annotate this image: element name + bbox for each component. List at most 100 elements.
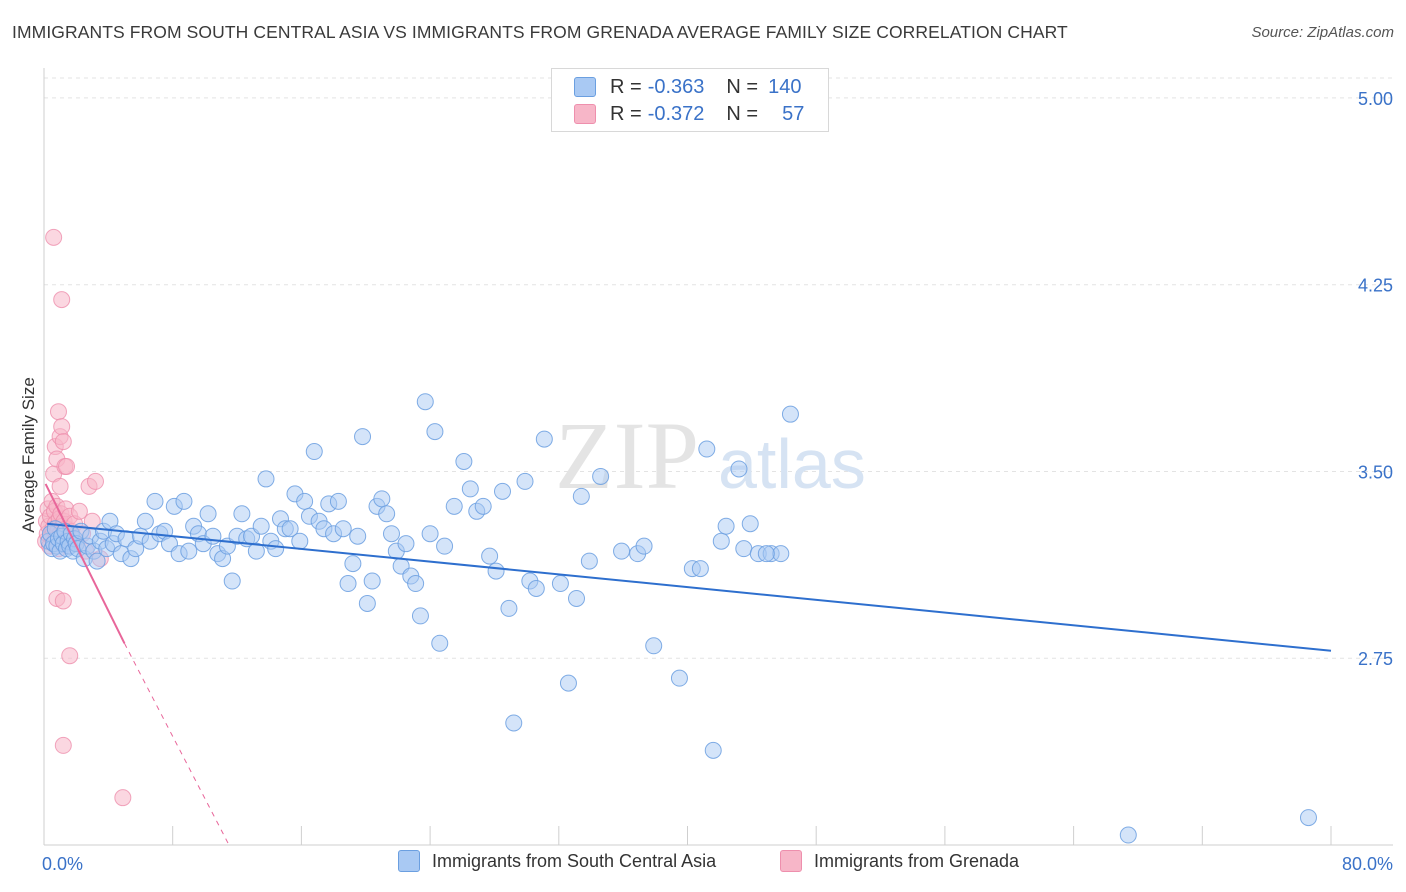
south-central-asia-point: [757, 545, 775, 563]
south-central-asia-point: [592, 467, 610, 485]
south-central-asia-point: [358, 594, 376, 612]
legend-n-label: N =: [726, 102, 759, 125]
grenada-point: [86, 472, 104, 490]
south-central-asia-point: [146, 492, 164, 510]
grenada-point: [45, 228, 63, 246]
south-central-asia-point: [407, 575, 425, 593]
south-central-asia-trend-line: [47, 522, 1332, 652]
y-tick-label: 5.00: [1358, 89, 1393, 109]
south-central-asia-point: [516, 472, 534, 490]
south-central-asia-point: [204, 527, 222, 545]
south-central-asia-point: [691, 560, 709, 578]
south-central-asia-point: [296, 492, 314, 510]
south-central-asia-point: [334, 520, 352, 538]
grid-lines: [44, 77, 1393, 659]
south-central-asia-point: [180, 542, 198, 560]
chart-title: IMMIGRANTS FROM SOUTH CENTRAL ASIA VS IM…: [12, 22, 1068, 42]
legend-item-south-central-asia[interactable]: Immigrants from South Central Asia: [398, 850, 716, 872]
south-central-asia-point: [551, 575, 569, 593]
grenada-point: [54, 433, 72, 451]
south-central-asia-point: [373, 490, 391, 508]
south-central-asia-point: [645, 637, 663, 655]
south-central-asia-point: [88, 552, 106, 570]
south-central-asia-point: [397, 535, 415, 553]
south-central-asia-point: [445, 497, 463, 515]
south-central-asia-point: [436, 537, 454, 555]
south-central-asia-point: [382, 525, 400, 543]
south-central-asia-point: [257, 470, 275, 488]
x-tick-label-min: 0.0%: [42, 854, 83, 874]
south-central-asia-point: [698, 440, 716, 458]
south-central-asia-point: [1299, 809, 1317, 827]
south-central-asia-point: [349, 527, 367, 545]
correlation-legend: R = -0.363 N = 140 R = -0.372 N = 57: [551, 68, 829, 132]
south-central-asia-point: [281, 520, 299, 538]
south-central-asia-point: [559, 674, 577, 692]
south-central-asia-point: [670, 669, 688, 687]
south-central-asia-point: [505, 714, 523, 732]
south-central-asia-point: [481, 547, 499, 565]
south-central-asia-point: [175, 492, 193, 510]
south-central-asia-point: [493, 482, 511, 500]
y-tick-labels: 2.75 3.50 4.25 5.00: [1358, 89, 1393, 669]
south-central-asia-point: [772, 545, 790, 563]
south-central-asia-point: [199, 505, 217, 523]
south-central-asia-point: [730, 460, 748, 478]
legend-r-value: -0.372: [647, 102, 705, 125]
south-central-asia-point: [461, 480, 479, 498]
south-central-asia-point: [378, 505, 396, 523]
south-central-asia-point: [781, 405, 799, 423]
trend-lines: [44, 483, 1332, 846]
series-legend: Immigrants from South Central Asia Immig…: [0, 850, 1406, 878]
south-central-asia-point: [455, 453, 473, 470]
south-central-asia-point: [329, 492, 347, 510]
legend-swatch-pink: [780, 850, 802, 872]
south-central-asia-point: [267, 540, 285, 558]
y-tick-label: 3.50: [1358, 462, 1393, 482]
legend-swatch-blue: [574, 77, 596, 97]
grenada-point: [54, 736, 72, 754]
x-tick-label-max: 80.0%: [1342, 854, 1393, 874]
south-central-asia-point: [500, 599, 518, 617]
south-central-asia-point: [704, 741, 722, 759]
grenada-point: [51, 477, 69, 495]
legend-row-grenada: R = -0.372 N = 57: [574, 101, 804, 127]
axes: [43, 68, 1393, 846]
south-central-asia-point: [339, 575, 357, 593]
y-tick-label: 4.25: [1358, 276, 1393, 296]
south-central-asia-point: [487, 562, 505, 580]
grenada-trend-extension: [123, 643, 230, 846]
south-central-asia-point: [291, 532, 309, 550]
south-central-asia-point: [411, 607, 429, 625]
south-central-asia-point: [567, 589, 585, 607]
grenada-point: [58, 457, 76, 475]
south-central-asia-point: [741, 515, 759, 533]
legend-row-south-central-asia: R = -0.363 N = 140: [574, 74, 801, 100]
grenada-trend-line: [44, 483, 126, 644]
source-label: Source: ZipAtlas.com: [1251, 24, 1394, 41]
south-central-asia-point: [354, 428, 372, 446]
south-central-asia-point: [416, 393, 434, 411]
grenada-point: [53, 291, 71, 309]
legend-swatch-pink: [574, 104, 596, 124]
south-central-asia-point: [233, 505, 251, 523]
legend-swatch-blue: [398, 850, 420, 872]
south-central-asia-point: [247, 542, 265, 560]
south-central-asia-point: [717, 517, 735, 535]
south-central-asia-point: [613, 542, 631, 560]
grenada-point: [54, 592, 72, 610]
south-central-asia-point: [363, 572, 381, 590]
south-central-asia-point: [426, 423, 444, 441]
legend-r-label: R =: [610, 102, 642, 125]
south-central-asia-point: [712, 532, 730, 550]
south-central-asia-point: [344, 555, 362, 573]
south-central-asia-point: [431, 634, 449, 652]
south-central-asia-point: [223, 572, 241, 590]
south-central-asia-point: [635, 537, 653, 555]
south-central-asia-point: [735, 540, 753, 558]
south-central-asia-point: [535, 430, 553, 448]
legend-n-value: 140: [768, 75, 802, 98]
south-central-asia-point: [421, 525, 439, 543]
legend-item-grenada[interactable]: Immigrants from Grenada: [780, 850, 1019, 872]
